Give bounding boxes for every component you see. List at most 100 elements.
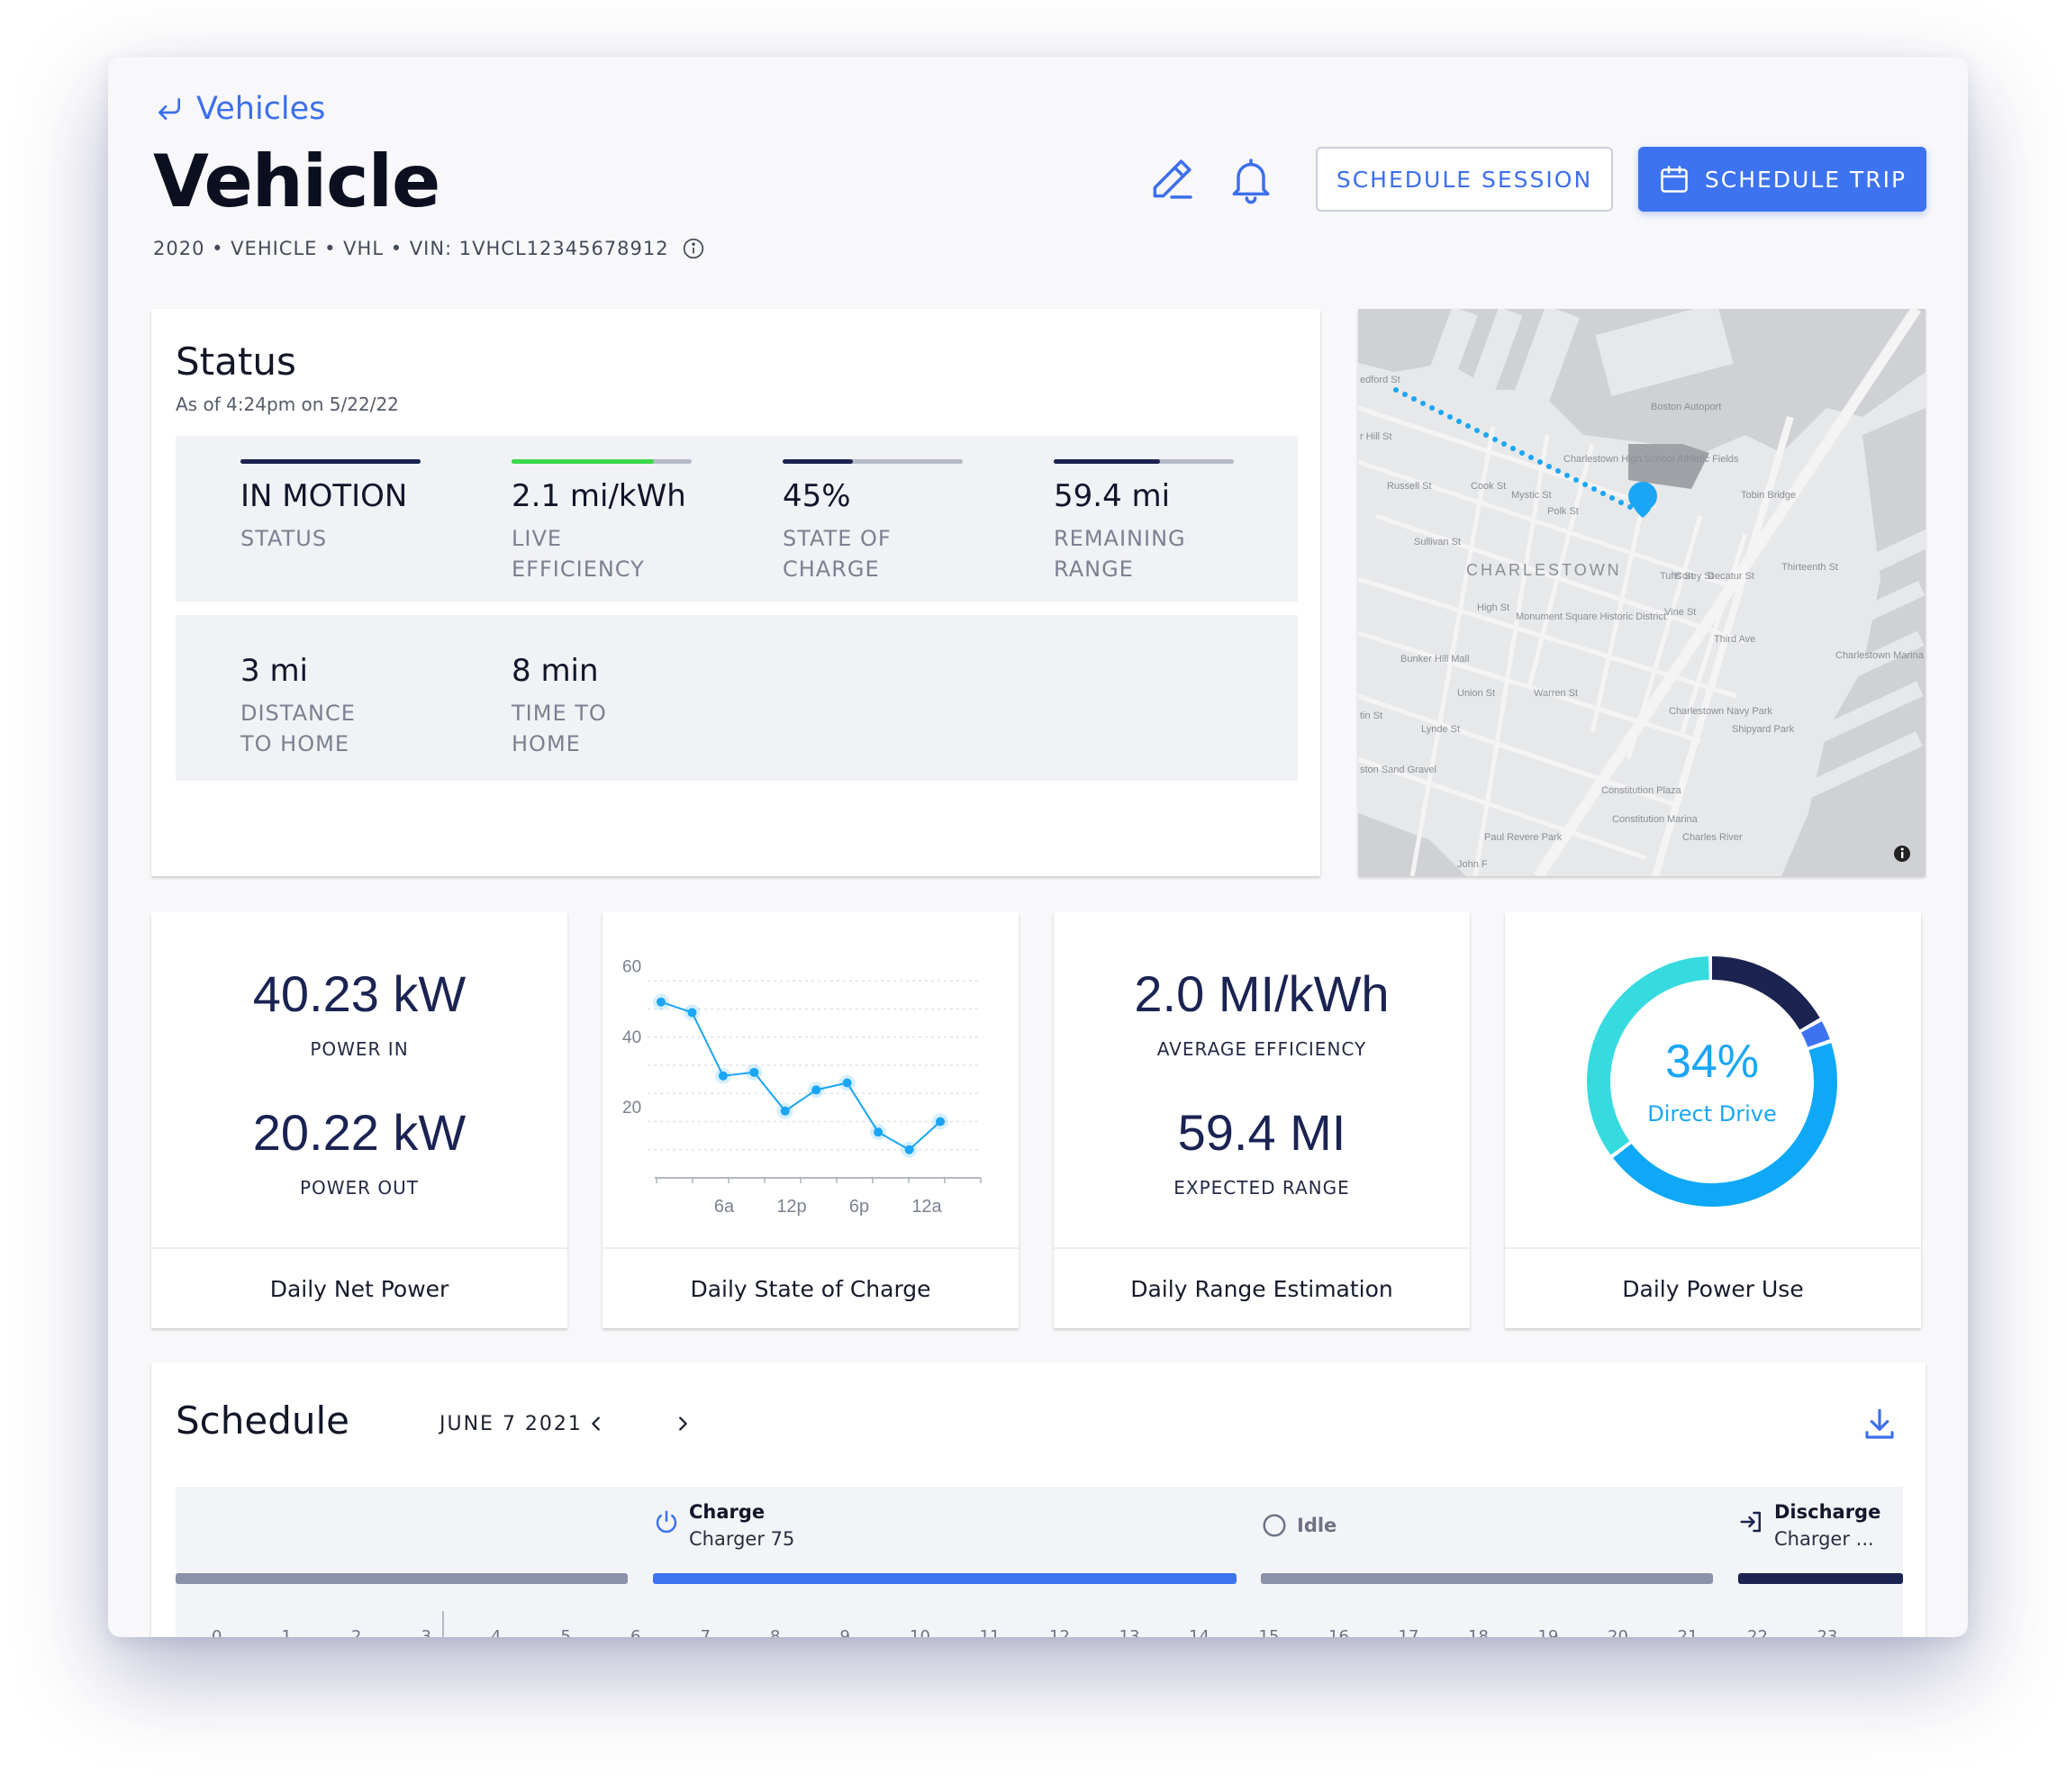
hour-tick-label: 3: [421, 1627, 431, 1637]
download-icon[interactable]: [1861, 1406, 1898, 1444]
hour-tick-label: 13: [1119, 1627, 1140, 1637]
previous-day-button[interactable]: [582, 1409, 611, 1438]
stat-time-value: 8 min: [512, 653, 599, 689]
idle-segment-label[interactable]: Idle: [1261, 1512, 1337, 1539]
chart-point: [874, 1127, 883, 1137]
map-label: Third Ave: [1714, 634, 1755, 645]
map-label: High St: [1477, 602, 1509, 613]
schedule-date: JUNE 7 2021: [439, 1413, 583, 1435]
hour-tick-label: 21: [1677, 1627, 1699, 1637]
stat-status-label: STATUS: [240, 526, 328, 551]
donut-segment: [1587, 956, 1837, 1207]
hour-tick-label: 15: [1258, 1627, 1280, 1637]
chart-point: [687, 1008, 697, 1018]
hour-tick-label: 9: [839, 1627, 850, 1637]
chart-point: [749, 1067, 759, 1077]
map-label: ston Sand Gravel: [1360, 765, 1436, 775]
stat-bar-fill: [783, 459, 853, 464]
charge-segment-label[interactable]: Charge Charger 75: [653, 1501, 794, 1550]
timeline-hour-ticks: 0 1 2 3 4 5 6 7 8 9 10 11 12 13 14 15 16 17 18 19 20 21 22 23: [176, 1611, 1903, 1637]
chart-point: [657, 997, 666, 1007]
map-label: r Hill St: [1360, 431, 1391, 442]
timeline-segment-charge[interactable]: [653, 1573, 1237, 1584]
location-pin-icon[interactable]: [1628, 482, 1657, 518]
current-time-marker: [442, 1611, 444, 1637]
map-label: Charlestown Marina: [1835, 650, 1925, 661]
daily-state-of-charge-card[interactable]: 20 40 60 6a 12p 6p 12a Daily State of Charge: [603, 912, 1019, 1328]
stat-bar-fill: [1054, 459, 1160, 464]
map-label: Constitution Marina: [1612, 814, 1699, 825]
edit-button[interactable]: [1143, 150, 1201, 208]
hour-tick-label: 19: [1537, 1627, 1559, 1637]
daily-net-power-title: Daily Net Power: [151, 1247, 567, 1328]
expected-range-value: 59.4 MI: [1177, 1104, 1346, 1161]
donut-chart: [1587, 956, 1837, 1207]
chart-series-line: [660, 1000, 941, 1151]
donut-segment: [1587, 956, 1837, 1207]
map-label: Mystic St: [1511, 490, 1552, 501]
map-label: Paul Revere Park: [1484, 832, 1563, 843]
expected-range-label: EXPECTED RANGE: [1173, 1177, 1350, 1199]
stat-time-label: TIME TO HOME: [512, 701, 607, 756]
stat-status-bar: [240, 459, 421, 464]
stat-efficiency-bar: [512, 459, 692, 464]
daily-net-power-card[interactable]: 40.23 kW POWER IN 20.22 kW POWER OUT Dai…: [151, 912, 567, 1328]
page-title: Vehicle: [153, 140, 440, 223]
status-timestamp: As of 4:24pm on 5/22/22: [176, 394, 399, 415]
stat-remaining-range: 59.4 mi REMAINING RANGE: [1054, 459, 1234, 584]
donut-segment: [1587, 956, 1837, 1207]
map-label: Warren St: [1534, 688, 1578, 699]
schedule-trip-label: SCHEDULE TRIP: [1704, 166, 1907, 193]
hour-tick-label: 5: [560, 1627, 571, 1637]
map-card[interactable]: edford St Boston Autoport Charlestown Hi…: [1358, 309, 1926, 876]
chart-point: [718, 1071, 728, 1081]
daily-range-estimation-card[interactable]: 2.0 MI/kWh AVERAGE EFFICIENCY 59.4 MI EX…: [1054, 912, 1470, 1328]
hour-tick-label: 14: [1189, 1627, 1210, 1637]
next-day-button[interactable]: [668, 1409, 697, 1438]
timeline-segment-past[interactable]: [176, 1573, 628, 1584]
daily-power-use-card[interactable]: 34% Direct Drive Daily Power Use: [1505, 912, 1921, 1328]
chart-point: [811, 1085, 821, 1095]
schedule-card: Schedule JUNE 7 2021 Charge Charger 75: [151, 1362, 1926, 1637]
schedule-timeline[interactable]: Charge Charger 75 Idle Discharge Charger…: [176, 1487, 1903, 1637]
schedule-trip-button[interactable]: SCHEDULE TRIP: [1638, 147, 1926, 212]
power-out-label: POWER OUT: [299, 1177, 420, 1199]
chart-point: [936, 1117, 945, 1127]
power-icon: [656, 1510, 677, 1534]
map-view[interactable]: edford St Boston Autoport Charlestown Hi…: [1358, 309, 1926, 876]
discharge-segment-label[interactable]: Discharge Charger ...: [1738, 1501, 1880, 1550]
hour-tick-label: 7: [700, 1627, 711, 1637]
stat-bar-fill: [240, 459, 421, 464]
map-label: Shipyard Park: [1732, 724, 1795, 735]
hour-tick-label: 22: [1747, 1627, 1768, 1637]
stat-status-value: IN MOTION: [240, 478, 408, 514]
map-label: Thirteenth St: [1781, 562, 1838, 573]
pencil-icon: [1153, 159, 1192, 199]
discharge-label: Discharge: [1774, 1501, 1881, 1523]
hour-tick-label: 11: [979, 1627, 1001, 1637]
hour-tick-label: 17: [1398, 1627, 1419, 1637]
map-label: John F: [1457, 859, 1488, 870]
schedule-session-button[interactable]: SCHEDULE SESSION: [1316, 147, 1613, 212]
stat-charge-label: STATE OF CHARGE: [783, 526, 892, 582]
map-label: Polk St: [1547, 506, 1579, 517]
notifications-button[interactable]: [1222, 150, 1280, 208]
vehicle-meta: 2020 • VEHICLE • VHL • VIN: 1VHCL1234567…: [153, 237, 705, 260]
vehicle-meta-text: 2020 • VEHICLE • VHL • VIN: 1VHCL1234567…: [153, 238, 669, 259]
return-arrow-icon: [159, 98, 180, 120]
chart-x-tick-label: 6p: [849, 1197, 869, 1217]
info-icon[interactable]: [682, 237, 705, 260]
back-link-label: Vehicles: [196, 91, 326, 127]
charge-detail: Charger 75: [689, 1528, 795, 1550]
stat-status: IN MOTION STATUS: [240, 459, 421, 554]
discharge-detail: Charger ...: [1774, 1528, 1874, 1550]
map-label: Decatur St: [1708, 571, 1754, 582]
hour-tick-label: 12: [1049, 1627, 1070, 1637]
donut-percent: 34%: [1664, 1036, 1760, 1088]
back-to-vehicles-link[interactable]: Vehicles: [155, 91, 325, 127]
average-efficiency-label: AVERAGE EFFICIENCY: [1156, 1038, 1367, 1060]
timeline-segment-idle[interactable]: [1261, 1573, 1713, 1584]
info-icon[interactable]: [1894, 846, 1910, 862]
timeline-segment-discharge[interactable]: [1738, 1573, 1903, 1584]
app-window: Vehicles Vehicle 2020 • VEHICLE • VHL • …: [108, 57, 1968, 1637]
